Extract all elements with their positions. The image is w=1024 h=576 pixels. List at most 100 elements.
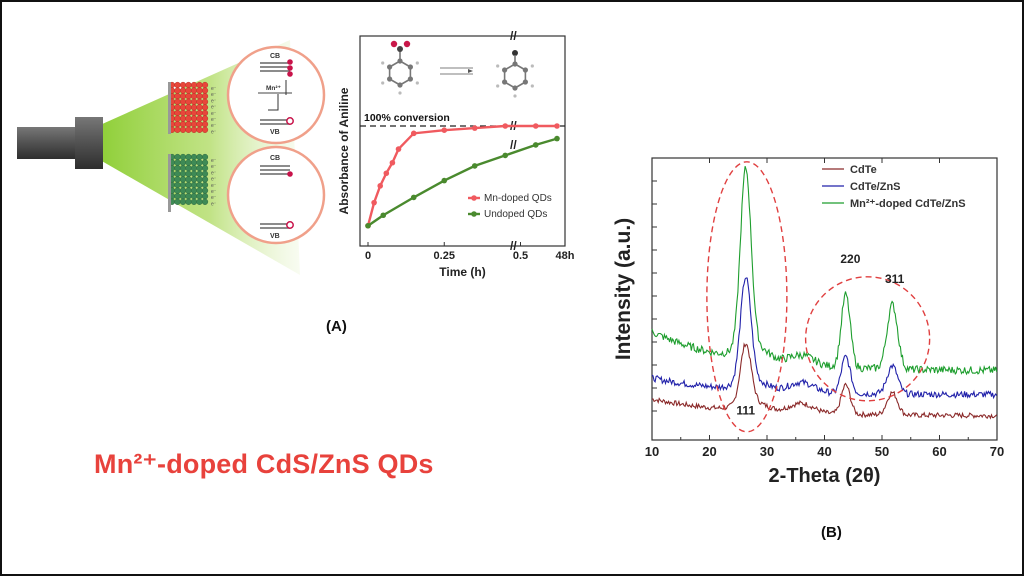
carbon-atom (512, 85, 518, 91)
electron-mark: e⁻ (211, 170, 217, 176)
carbon-atom (407, 76, 413, 82)
data-point (371, 199, 377, 206)
hydrogen-atom (398, 91, 402, 95)
mn-doped-qd-film: e⁻e⁻e⁻e⁻e⁻e⁻e⁻e⁻ (168, 81, 217, 135)
green-qd-dot (201, 187, 209, 194)
green-qd-dot (201, 176, 209, 183)
axis-break-mark: // (510, 239, 517, 253)
lamp-body (17, 127, 79, 159)
red-qd-dot (174, 115, 181, 122)
x-tick-label: 10 (645, 444, 659, 459)
green-qd-dot (196, 170, 203, 177)
undoped-qd-film: e⁻e⁻e⁻e⁻e⁻e⁻e⁻e⁻ (168, 153, 217, 212)
x-tick-label: 20 (702, 444, 716, 459)
panel-b-label: (B) (821, 524, 842, 541)
green-qd-dot (174, 193, 181, 200)
data-point (410, 130, 417, 137)
red-qd-dot (196, 126, 203, 133)
peak-label: 220 (840, 252, 860, 266)
electron-mark: e⁻ (211, 177, 217, 183)
green-qd-dot (174, 198, 181, 205)
hydrogen-atom (530, 84, 534, 88)
data-point (502, 123, 509, 129)
green-qd-dot (201, 165, 209, 172)
plot-frame-a (359, 35, 566, 247)
red-qd-dot (201, 126, 209, 133)
electron-mark: e⁻ (211, 158, 217, 164)
undoped-band-diagram: CB VB (226, 145, 326, 245)
oxygen-atom (390, 40, 398, 48)
x-axis-label: 2-Theta (2θ) (769, 465, 881, 487)
x-tick-label: 48h (556, 250, 575, 262)
red-qd-dot (185, 87, 192, 94)
electron-mark: e⁻ (211, 201, 217, 207)
data-point (441, 127, 448, 133)
red-qd-dot (196, 93, 203, 100)
x-tick-label: 0.25 (434, 250, 455, 262)
x-tick-label: 40 (817, 444, 831, 459)
xrd-pattern-chart: 111 220 311 CdTe CdTe/ZnS Mn²⁺-doped CdTe/ZnS… (612, 157, 1004, 487)
electron-mark: e⁻ (211, 195, 217, 201)
green-qd-dot (179, 176, 187, 183)
red-qd-dot (185, 104, 192, 111)
data-point (380, 212, 387, 219)
green-qd-dot (174, 165, 181, 172)
legend-label: Undoped QDs (484, 209, 547, 220)
data-point (532, 142, 539, 148)
green-qd-dot (185, 176, 192, 183)
red-qd-dot (201, 98, 209, 105)
green-qd-dot (190, 159, 198, 166)
red-qd-dot (190, 98, 198, 105)
red-qd-dot (185, 109, 192, 117)
red-qd-dot (174, 98, 181, 105)
green-qd-dot (174, 153, 181, 161)
green-qd-dot (190, 153, 198, 161)
green-qd-dot (196, 165, 203, 172)
nitrogen-atom (512, 50, 518, 56)
cb-label-bottom: CB (270, 155, 280, 162)
green-qd-dot (190, 165, 198, 172)
main-title: Mn²⁺-doped CdS/ZnS QDs (94, 449, 434, 479)
green-qd-dot (179, 153, 187, 161)
lamp-head (75, 117, 103, 169)
red-qd-dot (201, 115, 209, 122)
vb-label-bottom: VB (270, 233, 280, 240)
green-qd-dot (185, 187, 192, 194)
xrd-series-0 (651, 342, 998, 420)
red-qd-dot (201, 87, 209, 94)
green-qd-dot (185, 159, 192, 166)
red-qd-dot (174, 104, 181, 111)
red-film-substrate (168, 82, 171, 134)
data-point (365, 222, 371, 229)
green-qd-dot (174, 181, 181, 189)
x-tick-label: 30 (760, 444, 774, 459)
green-qd-dot (201, 170, 209, 177)
red-qd-dot (174, 126, 181, 133)
data-point (383, 170, 390, 177)
red-qd-dot (201, 109, 209, 117)
peak-label: 111 (736, 403, 755, 417)
axis-break-mark: // (510, 29, 517, 43)
red-qd-dot (174, 87, 181, 94)
green-qd-dot (179, 159, 187, 166)
legend-marker (471, 211, 477, 217)
red-qd-dot (196, 104, 203, 111)
carbon-atom (522, 79, 528, 85)
data-point (554, 135, 560, 142)
green-qd-dot (190, 187, 198, 194)
data-point (502, 152, 509, 159)
data-point (471, 125, 478, 131)
red-qd-dot (185, 98, 192, 105)
hydrogen-atom (415, 81, 419, 85)
series-line-undoped (367, 137, 558, 227)
red-qd-dot (179, 81, 187, 89)
arrow-head (468, 69, 473, 73)
carbon-atom (512, 61, 518, 67)
red-qd-dot (201, 121, 209, 128)
red-qd-dot (179, 121, 187, 128)
carbon-atom (522, 67, 528, 73)
hydrogen-atom (496, 84, 500, 88)
data-point (532, 123, 539, 129)
red-qd-dot (185, 81, 192, 89)
electron-mark: e⁻ (211, 105, 217, 111)
